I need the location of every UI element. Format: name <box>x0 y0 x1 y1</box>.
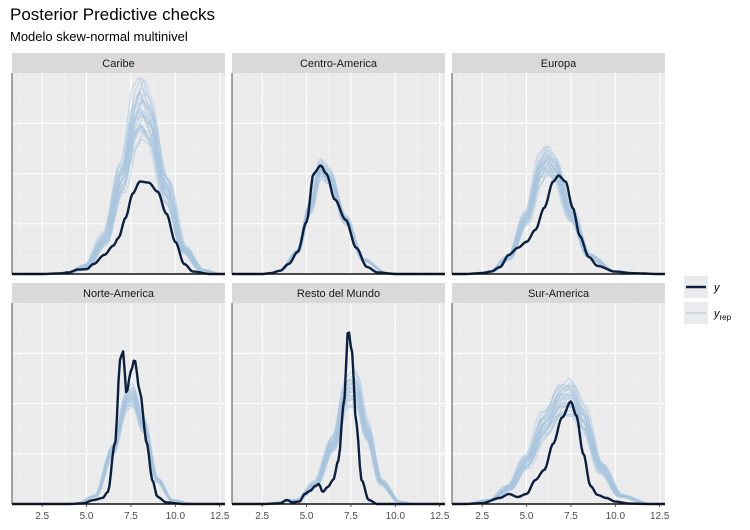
facet-strip <box>452 53 665 73</box>
x-tick-label: 12.5 <box>650 511 670 522</box>
x-tick-label: 10.0 <box>606 511 626 522</box>
facet-label: Resto del Mundo <box>297 288 380 300</box>
x-tick-label: 7.5 <box>124 511 138 522</box>
facet-label: Centro-America <box>300 58 378 70</box>
facet-label: Caribe <box>102 58 134 70</box>
x-tick-label: 12.5 <box>210 511 230 522</box>
x-tick-label: 2.5 <box>255 511 269 522</box>
legend-label-y: y <box>713 282 721 294</box>
panel-caribe: Caribe <box>11 53 225 276</box>
facet-strip <box>12 53 225 73</box>
x-tick-label: 2.5 <box>475 511 489 522</box>
y-observed-line <box>452 174 665 276</box>
x-tick-label: 5.0 <box>520 511 534 522</box>
panel-norte-america: Norte-America 2.5 5.0 7.5 10.0 12.5 <box>11 283 230 522</box>
legend: y yrep <box>684 276 732 324</box>
chart-subtitle: Modelo skew-normal multinivel <box>10 29 188 44</box>
x-tick-label: 7.5 <box>564 511 578 522</box>
chart-title: Posterior Predictive checks <box>10 5 216 24</box>
facet-strip <box>232 283 445 303</box>
legend-label-yrep: yrep <box>713 308 732 322</box>
x-tick-label: 5.0 <box>80 511 94 522</box>
facet-label: Europa <box>541 58 577 70</box>
x-tick-label: 2.5 <box>35 511 49 522</box>
facet-label: Sur-America <box>528 288 590 300</box>
yrep-line <box>452 377 665 505</box>
x-tick-label: 12.5 <box>430 511 450 522</box>
facet-label: Norte-America <box>83 288 155 300</box>
panel-resto-del-mundo: Resto del Mundo 2.5 5.0 7.5 10.0 12.5 <box>231 283 450 522</box>
yrep-draws <box>452 377 665 505</box>
x-tick-label: 7.5 <box>344 511 358 522</box>
panel-sur-america: Sur-America 2.5 5.0 7.5 10.0 12.5 <box>451 283 670 522</box>
x-tick-label: 10.0 <box>386 511 406 522</box>
facet-strip <box>12 283 225 303</box>
facet-strip <box>232 53 445 73</box>
x-tick-label: 10.0 <box>166 511 186 522</box>
panel-centro-america: Centro-America <box>231 53 445 276</box>
x-tick-label: 5.0 <box>300 511 314 522</box>
facet-strip <box>452 283 665 303</box>
panel-europa: Europa <box>451 53 665 276</box>
